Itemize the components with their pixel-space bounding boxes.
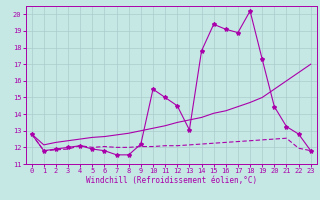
X-axis label: Windchill (Refroidissement éolien,°C): Windchill (Refroidissement éolien,°C) — [86, 176, 257, 185]
